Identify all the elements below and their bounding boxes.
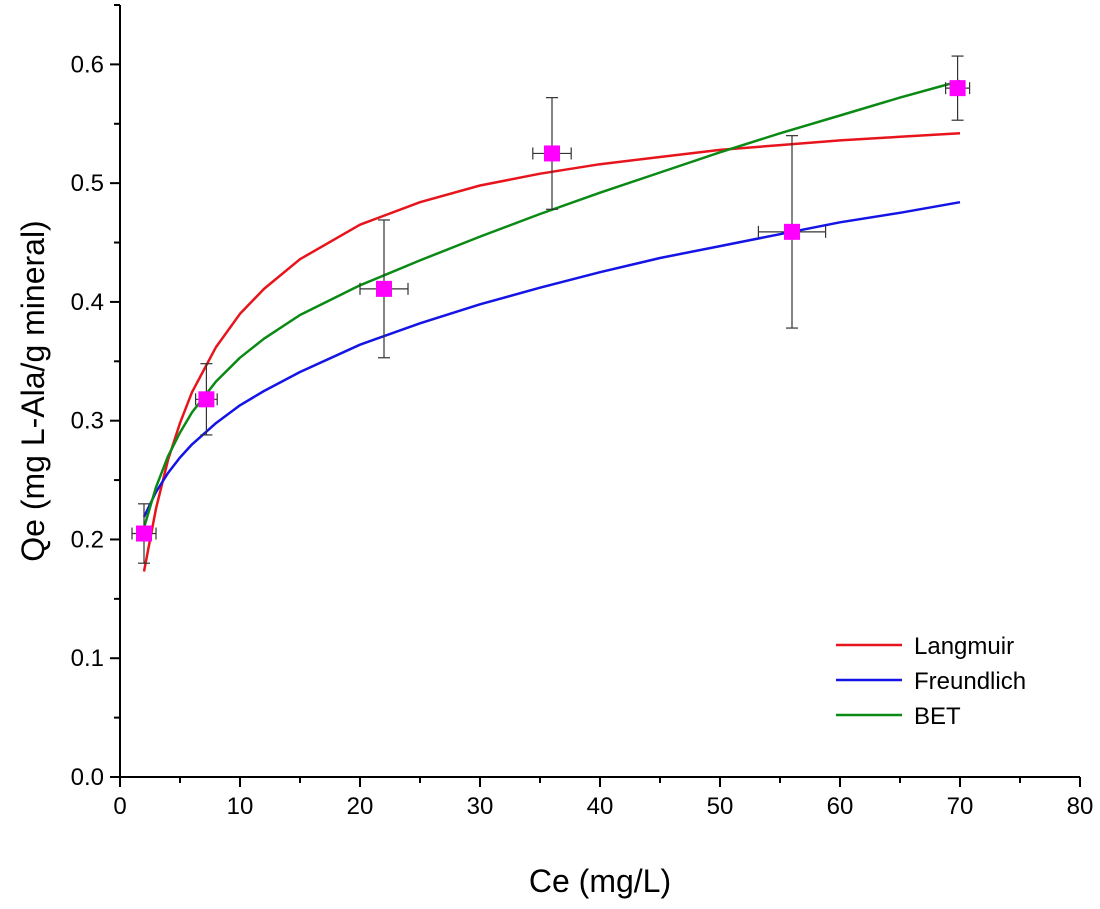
y-tick-label: 0.4 [71,289,104,316]
data-point [198,391,215,408]
error-bars [131,55,971,564]
x-tick-label: 60 [827,793,854,820]
y-tick-label: 0.1 [71,645,104,672]
y-axis-title: Qe (mg L-Ala/g mineral) [15,220,51,561]
legend-label-langmuir: Langmuir [914,633,1014,660]
x-tick-label: 10 [227,793,254,820]
x-tick-label: 20 [347,793,374,820]
y-tick-label: 0.2 [71,526,104,553]
legend: Langmuir Freundlich BET [836,633,1026,730]
y-tick-label: 0.0 [71,764,104,791]
data-point [376,280,392,297]
data-point [136,525,152,542]
y-tick-label: 0.5 [71,170,104,197]
x-tick-label: 0 [113,793,126,820]
x-tick-label: 50 [707,793,734,820]
legend-label-freundlich: Freundlich [914,668,1026,695]
data-point [784,223,800,240]
y-tick-label: 0.3 [71,408,104,435]
fit-curves [142,79,961,572]
x-tick-label: 70 [947,793,974,820]
x-tick-label: 30 [467,793,494,820]
legend-label-bet: BET [914,703,961,730]
data-point [949,80,966,97]
curve-bet [142,79,961,528]
data-points [136,80,966,542]
x-tick-label: 40 [587,793,614,820]
y-tick-label: 0.6 [71,51,104,78]
curve-langmuir [142,132,961,572]
x-axis-title: Ce (mg/L) [529,863,671,899]
axes: 0 10 20 30 40 50 60 70 80 0.0 0.1 0.2 0.3 0.4 0.5 0.6 [71,4,1094,820]
data-point [544,145,560,162]
x-tick-label: 80 [1067,793,1094,820]
curve-freundlich [142,200,961,518]
